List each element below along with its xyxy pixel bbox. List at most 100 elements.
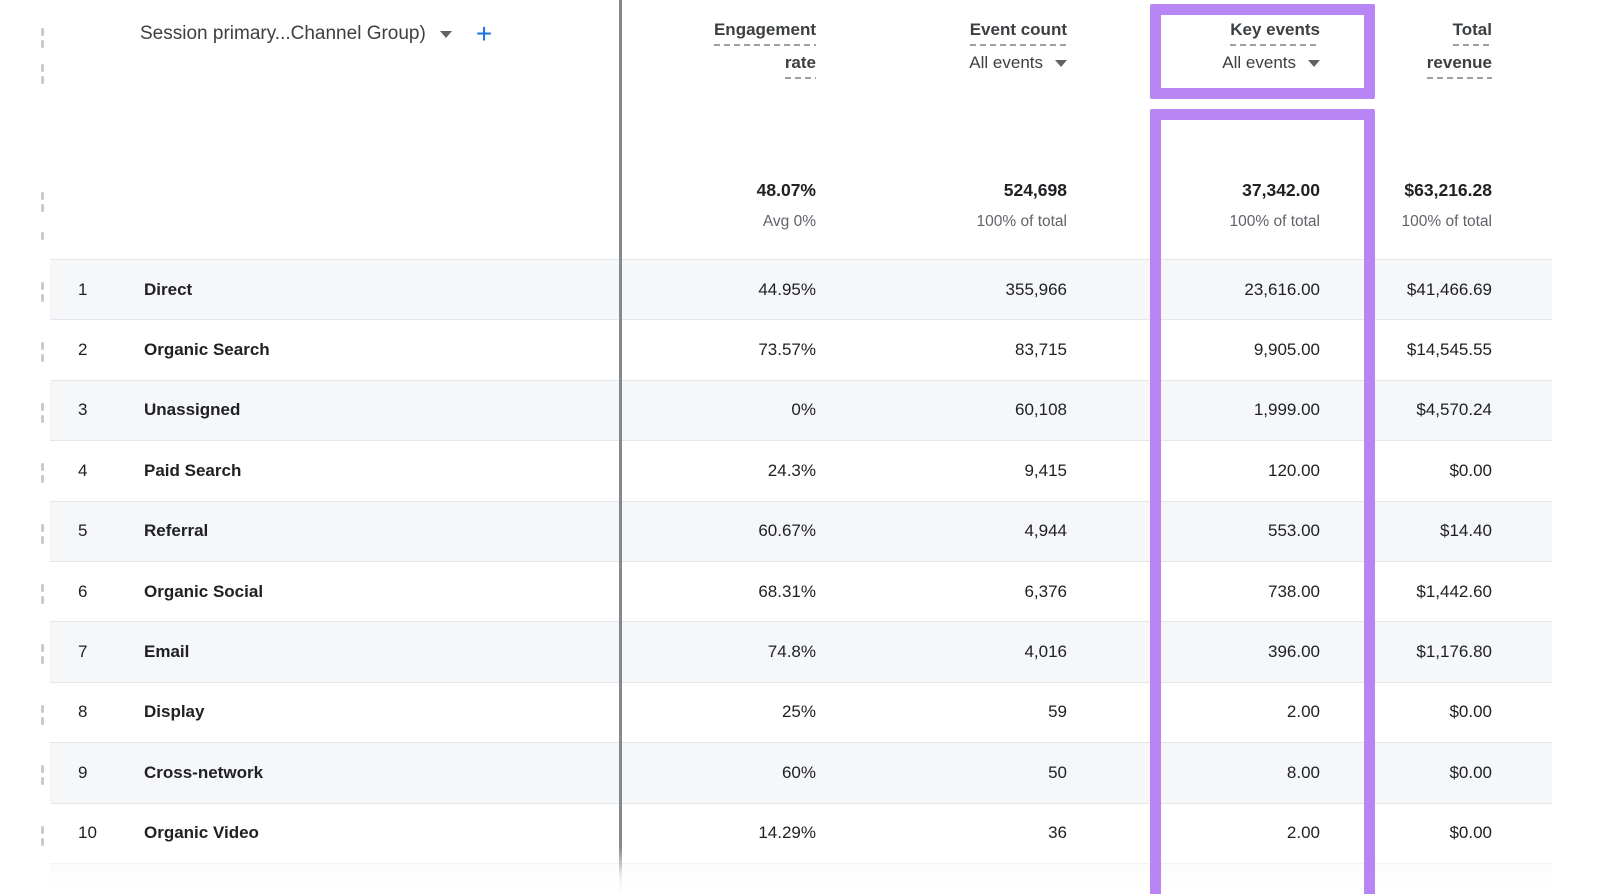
engagement-rate-value: 60% <box>781 762 816 782</box>
row-number: 4 <box>78 460 88 480</box>
column-title[interactable]: Event count <box>969 20 1067 46</box>
key-events-value: 23,616.00 <box>1244 279 1320 299</box>
column-header-total-revenue[interactable]: Total revenue <box>1340 20 1512 86</box>
cropped-checkbox-mark <box>41 64 44 72</box>
table-row: 8 Display 25% 59 2.00 $0.00 <box>50 681 1552 743</box>
table-body: 1 Direct 44.95% 355,966 23,616.00 $41,466.69 2… <box>50 259 1552 863</box>
event-count-value: 355,966 <box>1005 279 1067 299</box>
event-count-value: 50 <box>1048 762 1067 782</box>
channel-name: Direct <box>144 279 193 299</box>
engagement-rate-value: 25% <box>781 702 816 722</box>
total-revenue-value: $0.00 <box>1449 762 1492 782</box>
event-count-value: 4,016 <box>1024 642 1067 662</box>
engagement-rate-value: 60.67% <box>758 521 816 541</box>
frozen-column-divider[interactable] <box>619 0 622 894</box>
row-number: 9 <box>78 762 88 782</box>
cropped-checkbox-mark <box>41 475 44 484</box>
total-revenue-value: $41,466.69 <box>1406 279 1492 299</box>
event-count-value: 6,376 <box>1024 581 1067 601</box>
chevron-down-icon[interactable] <box>1308 59 1320 67</box>
event-count-filter[interactable]: All events <box>969 53 1067 73</box>
row-number: 3 <box>78 400 88 420</box>
table-row: 3 Unassigned 0% 60,108 1,999.00 $4,570.24 <box>50 379 1552 441</box>
row-number: 5 <box>78 521 88 541</box>
row-number: 1 <box>78 279 88 299</box>
column-title[interactable]: revenue <box>1426 53 1492 79</box>
dimension-label[interactable]: Session primary...Channel Group) <box>140 23 426 44</box>
event-count-value: 4,944 <box>1024 521 1067 541</box>
key-events-value: 738.00 <box>1268 581 1320 601</box>
table-row: 7 Email 74.8% 4,016 396.00 $1,176.80 <box>50 621 1552 682</box>
column-title[interactable]: Key events <box>1230 20 1320 46</box>
row-number: 10 <box>78 823 97 843</box>
chevron-down-icon[interactable] <box>1055 59 1067 67</box>
table-row: 9 Cross-network 60% 50 8.00 $0.00 <box>50 742 1552 803</box>
key-events-filter[interactable]: All events <box>1222 53 1320 73</box>
cropped-checkbox-mark <box>41 414 44 423</box>
dimension-header[interactable]: Session primary...Channel Group) + <box>140 20 492 48</box>
cropped-checkbox-mark <box>41 192 44 200</box>
chevron-down-icon[interactable] <box>439 30 452 38</box>
total-revenue-value: $14.40 <box>1440 521 1492 541</box>
event-count-value: 83,715 <box>1015 340 1067 360</box>
row-number: 6 <box>78 581 88 601</box>
table-row: 6 Organic Social 68.31% 6,376 738.00 $1,442.6… <box>50 560 1552 622</box>
engagement-rate-value: 74.8% <box>767 642 816 662</box>
cropped-checkbox-mark <box>41 825 44 834</box>
engagement-rate-value: 0% <box>791 400 816 420</box>
cropped-checkbox-mark <box>41 342 44 351</box>
key-events-value: 1,999.00 <box>1253 400 1320 420</box>
cropped-checkbox-mark <box>41 523 44 532</box>
cropped-checkbox-mark <box>41 535 44 544</box>
cropped-checkbox-mark <box>41 716 44 725</box>
total-engagement-rate: 48.07% Avg 0% <box>756 180 816 230</box>
total-revenue-value: $0.00 <box>1449 823 1492 843</box>
column-title[interactable]: Engagement <box>713 20 816 46</box>
total-revenue-value: $0.00 <box>1449 702 1492 722</box>
cropped-checkbox-mark <box>41 402 44 411</box>
event-count-value: 36 <box>1048 823 1067 843</box>
total-event-count: 524,698 100% of total <box>976 180 1067 230</box>
column-header-engagement-rate[interactable]: Engagement rate <box>620 20 836 86</box>
cropped-checkbox-mark <box>41 584 44 592</box>
key-events-value: 120.00 <box>1268 460 1320 480</box>
cropped-checkbox-mark <box>41 777 44 786</box>
column-title[interactable]: rate <box>784 53 816 79</box>
key-events-value: 2.00 <box>1286 823 1320 843</box>
cropped-checkbox-mark <box>41 765 44 774</box>
table-row: 5 Referral 60.67% 4,944 553.00 $14.40 <box>50 500 1552 561</box>
cropped-checkbox-mark <box>41 704 44 713</box>
channel-name: Email <box>144 642 190 662</box>
total-revenue: $63,216.28 100% of total <box>1401 180 1492 230</box>
cropped-checkbox-mark <box>41 463 44 472</box>
bottom-fade <box>0 846 1600 894</box>
total-revenue-value: $4,570.24 <box>1416 400 1492 420</box>
total-revenue-value: $1,442.60 <box>1416 581 1492 601</box>
total-revenue-value: $0.00 <box>1449 460 1492 480</box>
cropped-checkbox-mark <box>41 596 44 604</box>
channel-name: Organic Video <box>144 823 259 843</box>
channel-name: Organic Social <box>144 581 264 601</box>
cropped-checkbox-mark <box>41 28 44 36</box>
cropped-checkbox-mark <box>41 656 44 665</box>
event-count-value: 59 <box>1048 702 1067 722</box>
channel-name: Cross-network <box>144 762 264 782</box>
total-key-events: 37,342.00 100% of total <box>1229 180 1320 230</box>
channel-name: Paid Search <box>144 460 242 480</box>
row-number: 7 <box>78 642 88 662</box>
cropped-checkbox-mark <box>41 76 44 84</box>
cropped-checkbox-mark <box>41 204 44 212</box>
engagement-rate-value: 68.31% <box>758 581 816 601</box>
column-header-event-count[interactable]: Event count All events <box>836 20 1087 86</box>
column-title[interactable]: Total <box>1452 20 1492 46</box>
cropped-checkbox-mark <box>41 232 44 240</box>
cropped-checkbox-mark <box>41 294 44 302</box>
total-revenue-value: $14,545.55 <box>1406 340 1492 360</box>
add-dimension-button[interactable]: + <box>475 18 493 49</box>
table-row: 4 Paid Search 24.3% 9,415 120.00 $0.00 <box>50 440 1552 501</box>
key-events-value: 8.00 <box>1286 762 1320 782</box>
column-header-key-events[interactable]: Key events All events <box>1087 20 1340 86</box>
key-events-value: 396.00 <box>1268 642 1320 662</box>
key-events-value: 2.00 <box>1286 702 1320 722</box>
